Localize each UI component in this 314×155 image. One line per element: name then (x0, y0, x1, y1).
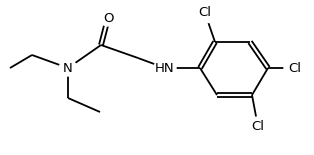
Text: N: N (63, 62, 73, 75)
Text: HN: HN (155, 62, 175, 75)
Ellipse shape (284, 58, 306, 78)
Ellipse shape (194, 3, 216, 23)
Ellipse shape (154, 58, 176, 78)
Text: Cl: Cl (252, 120, 264, 133)
Text: O: O (103, 11, 113, 24)
Text: Cl: Cl (198, 7, 212, 20)
Ellipse shape (59, 60, 77, 76)
Text: Cl: Cl (289, 62, 301, 75)
Ellipse shape (99, 10, 117, 26)
Ellipse shape (247, 117, 269, 137)
